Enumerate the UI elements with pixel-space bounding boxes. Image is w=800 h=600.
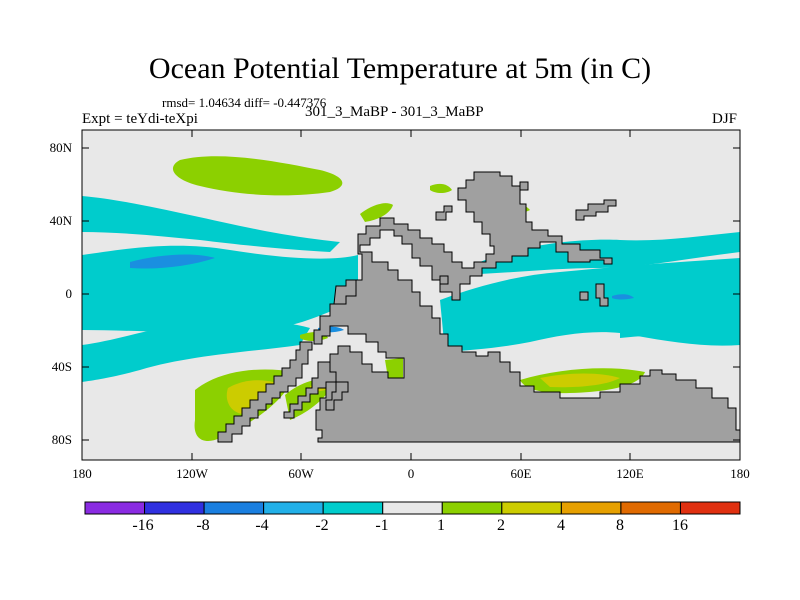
x-tick-label: 60W: [288, 466, 314, 481]
colorbar-swatch: [620, 501, 681, 515]
colorbar-swatch: [441, 501, 503, 515]
colorbar-label: 16: [672, 517, 688, 534]
y-tick-label: 80N: [49, 140, 72, 155]
colorbar-swatch: [382, 501, 443, 515]
colorbar-label: -8: [196, 517, 210, 534]
colorbar-swatch: [84, 501, 146, 515]
colorbar-swatch: [263, 501, 324, 515]
stats-text: rmsd= 1.04634 diff= -0.447376: [162, 95, 327, 110]
experiment-label: Expt = teYdi-teXpi: [82, 111, 198, 127]
x-tick-label: 180: [730, 466, 750, 481]
y-tick-label: 40S: [51, 359, 72, 374]
x-tick-label: 180: [72, 466, 92, 481]
colorbar: [84, 501, 741, 515]
colorbar-label: -2: [315, 517, 329, 534]
colorbar-swatch: [501, 501, 562, 515]
colorbar-label: -1: [375, 517, 389, 534]
x-tick-label: 60E: [510, 466, 532, 481]
colorbar-label: 2: [497, 517, 505, 534]
case-label: 301_3_MaBP - 301_3_MaBP: [305, 104, 484, 120]
colorbar-swatch: [560, 501, 622, 515]
colorbar-swatch: [679, 501, 741, 515]
x-tick-label: 120E: [616, 466, 644, 481]
colorbar-label: -4: [255, 517, 269, 534]
season-label: DJF: [712, 111, 738, 127]
colorbar-label: 4: [557, 517, 565, 534]
colorbar-swatch: [322, 501, 384, 515]
x-tick-label: 120W: [176, 466, 208, 481]
tick-marks: [82, 130, 740, 460]
colorbar-label: -16: [132, 517, 154, 534]
y-tick-label: 0: [65, 286, 73, 301]
map-title: Ocean Potential Temperature at 5m (in C): [148, 52, 652, 85]
colorbar-swatch: [203, 501, 265, 515]
x-tick-label: 0: [407, 466, 415, 481]
colorbar-swatch: [144, 501, 205, 515]
land-mass: [217, 171, 741, 443]
colorbar-label: 8: [616, 517, 624, 534]
y-tick-label: 40N: [49, 213, 72, 228]
y-tick-label: 80S: [51, 432, 72, 447]
colorbar-label: 1: [437, 517, 445, 534]
